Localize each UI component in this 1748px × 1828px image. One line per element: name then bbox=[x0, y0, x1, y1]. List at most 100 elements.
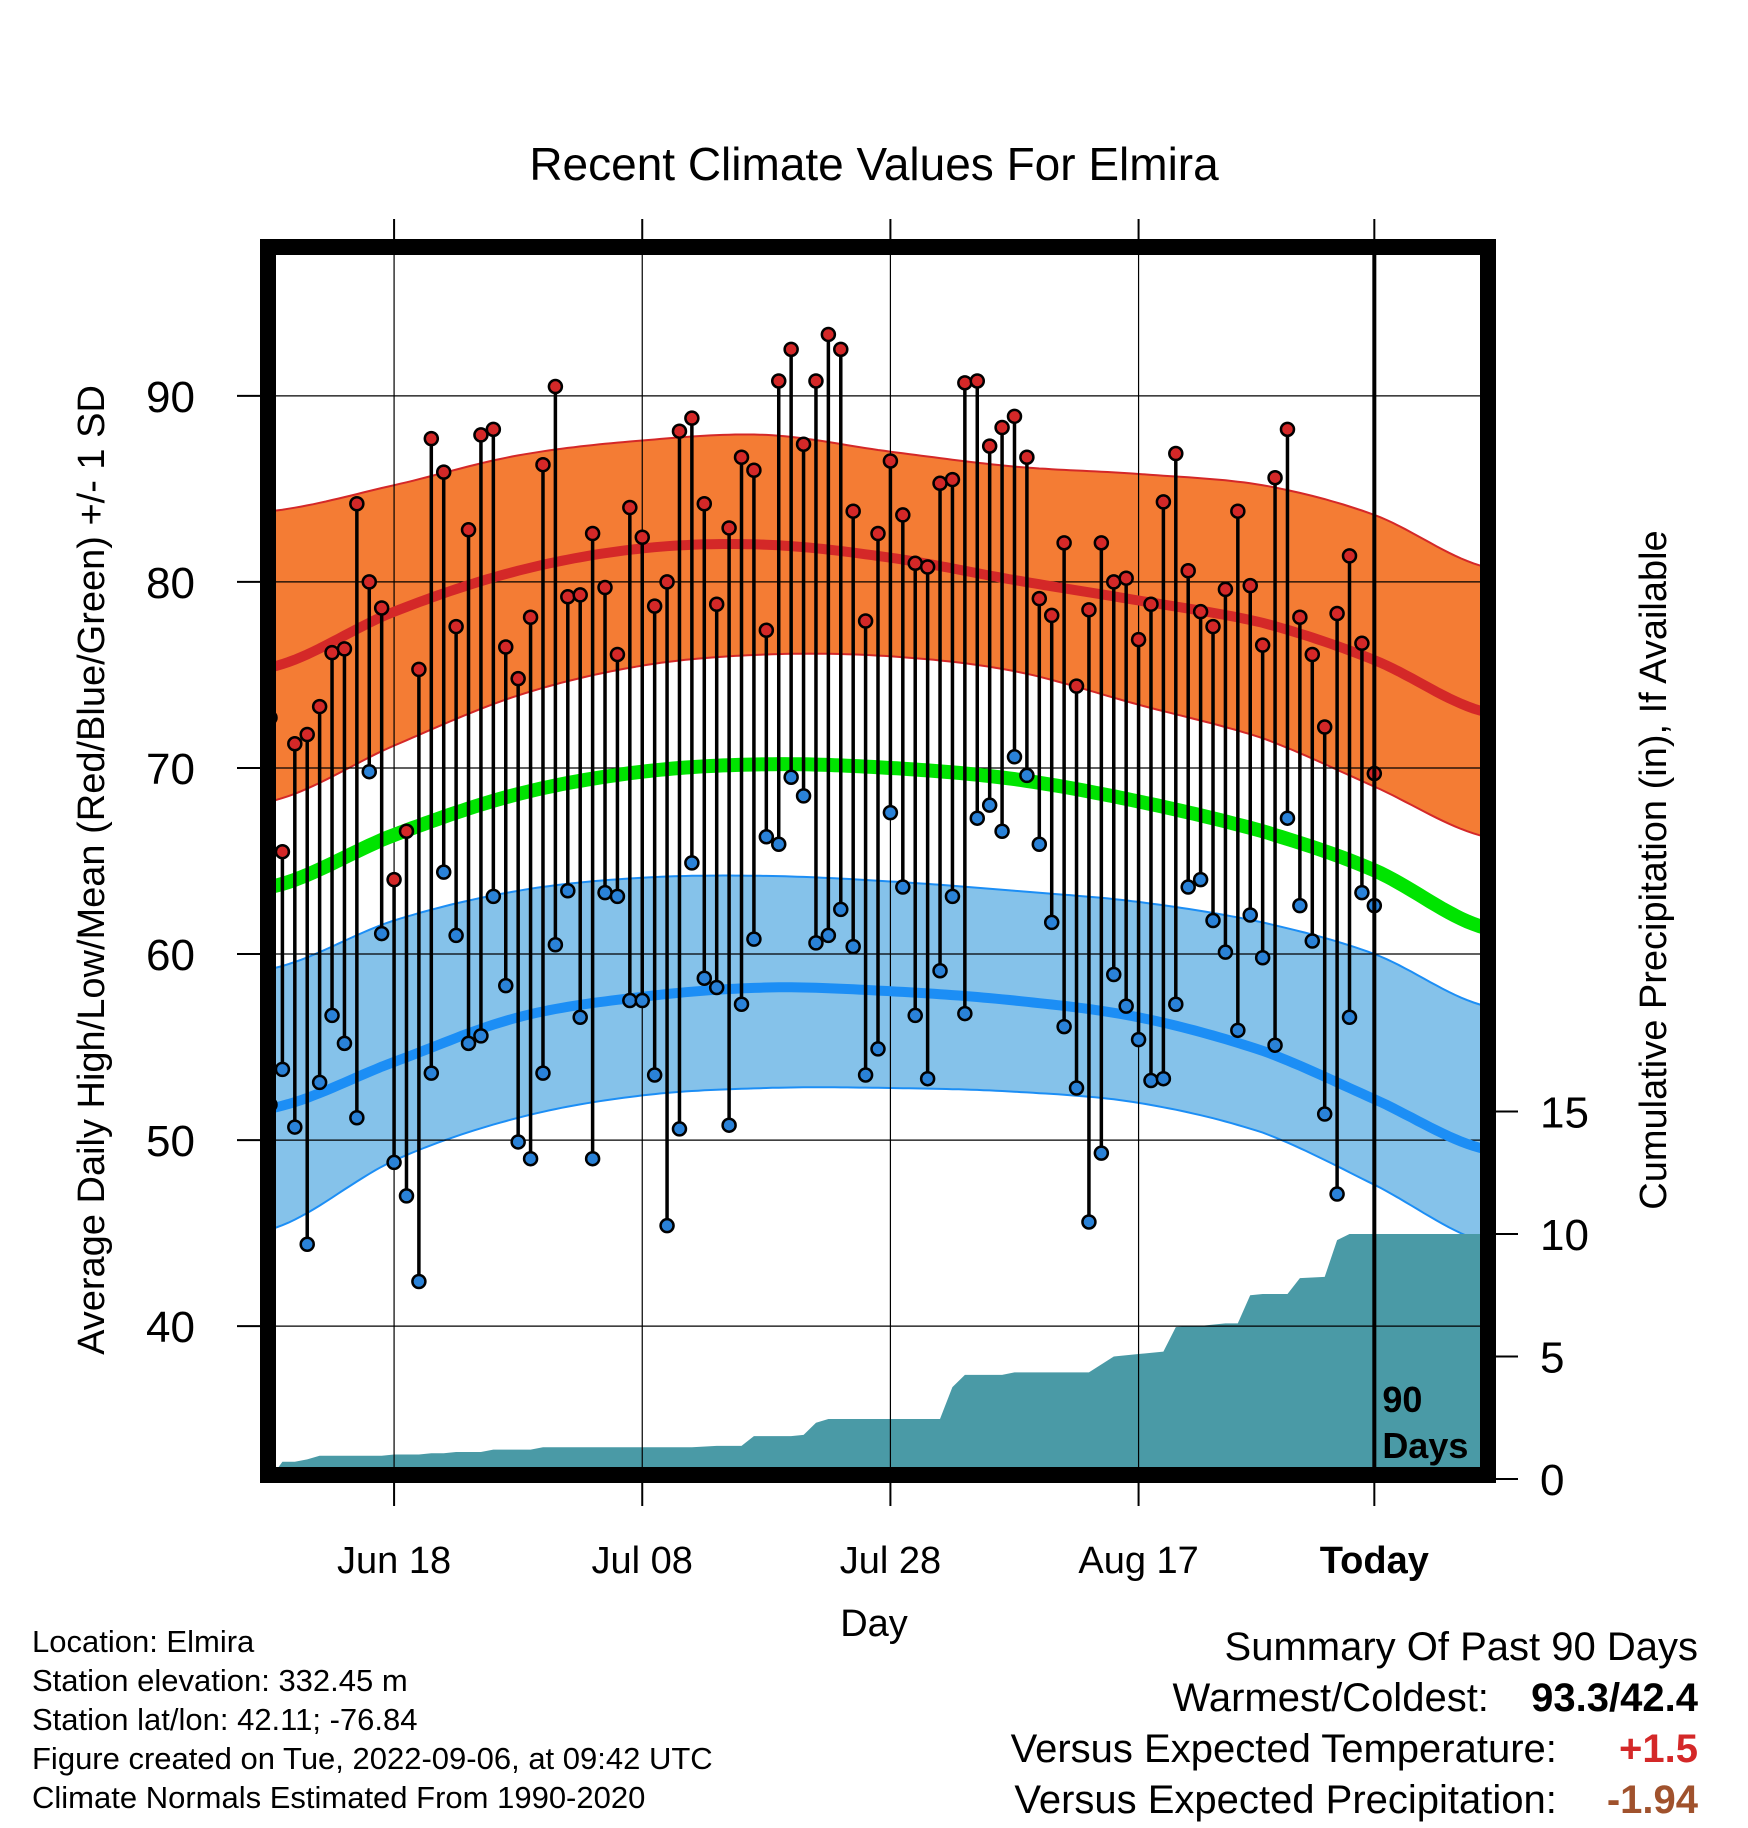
daily-high-point bbox=[981, 438, 998, 454]
daily-high-point bbox=[1205, 618, 1221, 635]
daily-high-point bbox=[1230, 503, 1246, 519]
daily-low-point bbox=[435, 864, 452, 880]
daily-high-point bbox=[671, 423, 688, 439]
elevation-text: Station elevation: 332.45 m bbox=[32, 1663, 408, 1698]
warm-cold-value: 93.3/42.4 bbox=[1531, 1676, 1698, 1720]
daily-low-point bbox=[1006, 749, 1023, 765]
plot-frame bbox=[260, 239, 1496, 1483]
daily-low-point bbox=[671, 1121, 688, 1137]
daily-high-point bbox=[969, 373, 986, 389]
daily-high-point bbox=[1019, 449, 1035, 465]
daily-low-point bbox=[411, 1273, 427, 1290]
daily-low-point bbox=[1019, 767, 1035, 784]
daily-high-point bbox=[795, 436, 812, 452]
daily-high-point bbox=[448, 618, 464, 635]
daily-low-point bbox=[907, 1007, 923, 1024]
daily-low-point bbox=[597, 884, 613, 901]
daily-low-point bbox=[1304, 933, 1321, 949]
daily-high-point bbox=[522, 609, 539, 626]
daily-high-point bbox=[311, 698, 328, 715]
daily-high-point bbox=[1118, 570, 1134, 586]
daily-low-point bbox=[622, 992, 638, 1009]
daily-low-point bbox=[857, 1067, 874, 1083]
daily-low-point bbox=[1093, 1145, 1110, 1161]
daily-high-point bbox=[1155, 494, 1172, 510]
daily-high-point bbox=[510, 670, 526, 687]
y2-tick-label: 15 bbox=[1540, 1089, 1589, 1138]
daily-low-point bbox=[1329, 1186, 1345, 1202]
daily-low-point bbox=[336, 1035, 353, 1052]
daily-low-point bbox=[1155, 1070, 1172, 1087]
daily-low-point bbox=[448, 927, 464, 944]
daily-high-point bbox=[895, 507, 911, 523]
daily-low-point bbox=[1168, 996, 1184, 1013]
temp-label: Versus Expected Temperature: bbox=[1010, 1727, 1557, 1771]
daily-high-point bbox=[733, 449, 750, 465]
x-tick-label: Jun 18 bbox=[337, 1540, 451, 1582]
daily-low-point bbox=[423, 1065, 440, 1081]
summary-temp: Versus Expected Temperature: +1.5 bbox=[1011, 1724, 1698, 1775]
precip-value: -1.94 bbox=[1606, 1778, 1698, 1822]
daily-low-point bbox=[1267, 1037, 1283, 1053]
daily-high-point bbox=[708, 596, 725, 612]
daily-low-point bbox=[708, 979, 725, 996]
daily-low-point bbox=[957, 1005, 973, 1022]
y2-tick-label: 10 bbox=[1540, 1211, 1589, 1260]
daily-low-point bbox=[882, 804, 899, 821]
daily-low-point bbox=[981, 797, 998, 813]
daily-high-point bbox=[1006, 408, 1023, 425]
summary-precip: Versus Expected Precipitation: -1.94 bbox=[1011, 1775, 1698, 1826]
daily-high-point bbox=[1254, 637, 1271, 653]
daily-low-point bbox=[287, 1119, 303, 1135]
daily-high-point bbox=[1217, 581, 1234, 598]
daily-high-point bbox=[597, 579, 613, 596]
precip-label: Versus Expected Precipitation: bbox=[1014, 1778, 1557, 1822]
daily-low-point bbox=[361, 763, 378, 780]
daily-high-point bbox=[485, 421, 502, 438]
daily-high-point bbox=[833, 341, 849, 358]
daily-low-point bbox=[1205, 912, 1221, 929]
daily-high-point bbox=[1081, 602, 1097, 618]
y-tick-label: 50 bbox=[146, 1117, 195, 1166]
daily-high-point bbox=[411, 661, 427, 678]
daily-low-point bbox=[609, 888, 626, 905]
daily-low-point bbox=[932, 963, 948, 979]
daily-high-point bbox=[1043, 607, 1060, 624]
daily-low-point bbox=[1316, 1106, 1333, 1122]
daily-high-point bbox=[1242, 577, 1258, 594]
daily-low-point bbox=[1106, 966, 1122, 983]
daily-low-point bbox=[386, 1154, 402, 1171]
daily-high-point bbox=[994, 419, 1010, 436]
daily-high-point bbox=[646, 598, 663, 614]
daily-high-point bbox=[609, 646, 626, 663]
daily-low-point bbox=[572, 1009, 588, 1026]
daily-low-point bbox=[1354, 884, 1370, 901]
daily-low-point bbox=[944, 888, 961, 905]
daily-low-point bbox=[460, 1035, 477, 1052]
daily-high-point bbox=[1056, 535, 1072, 551]
daily-high-point bbox=[845, 503, 861, 519]
daily-low-point bbox=[510, 1134, 526, 1150]
daily-low-point bbox=[498, 977, 514, 994]
daily-low-point bbox=[1192, 871, 1209, 888]
daily-high-point bbox=[746, 462, 762, 479]
daily-high-point bbox=[423, 430, 440, 447]
low-sd-band bbox=[270, 875, 1486, 1243]
daily-low-point bbox=[746, 931, 762, 947]
daily-high-point bbox=[1093, 535, 1110, 551]
daily-low-point bbox=[324, 1007, 340, 1024]
summary-warm-cold: Warmest/Coldest: 93.3/42.4 bbox=[1011, 1673, 1698, 1724]
daily-low-point bbox=[1081, 1214, 1097, 1230]
y-tick-label: 70 bbox=[146, 745, 195, 794]
daily-high-point bbox=[1354, 635, 1370, 652]
station-info: Location: Elmira Station elevation: 332.… bbox=[32, 1622, 713, 1817]
daily-high-point bbox=[274, 843, 291, 860]
daily-low-point bbox=[634, 992, 650, 1009]
daily-low-point bbox=[1056, 1018, 1072, 1035]
x-tick-label: Jul 08 bbox=[592, 1540, 693, 1582]
daily-low-point bbox=[535, 1065, 551, 1081]
daily-low-point bbox=[1130, 1031, 1147, 1048]
daily-low-point bbox=[895, 879, 911, 895]
daily-low-point bbox=[584, 1150, 601, 1167]
